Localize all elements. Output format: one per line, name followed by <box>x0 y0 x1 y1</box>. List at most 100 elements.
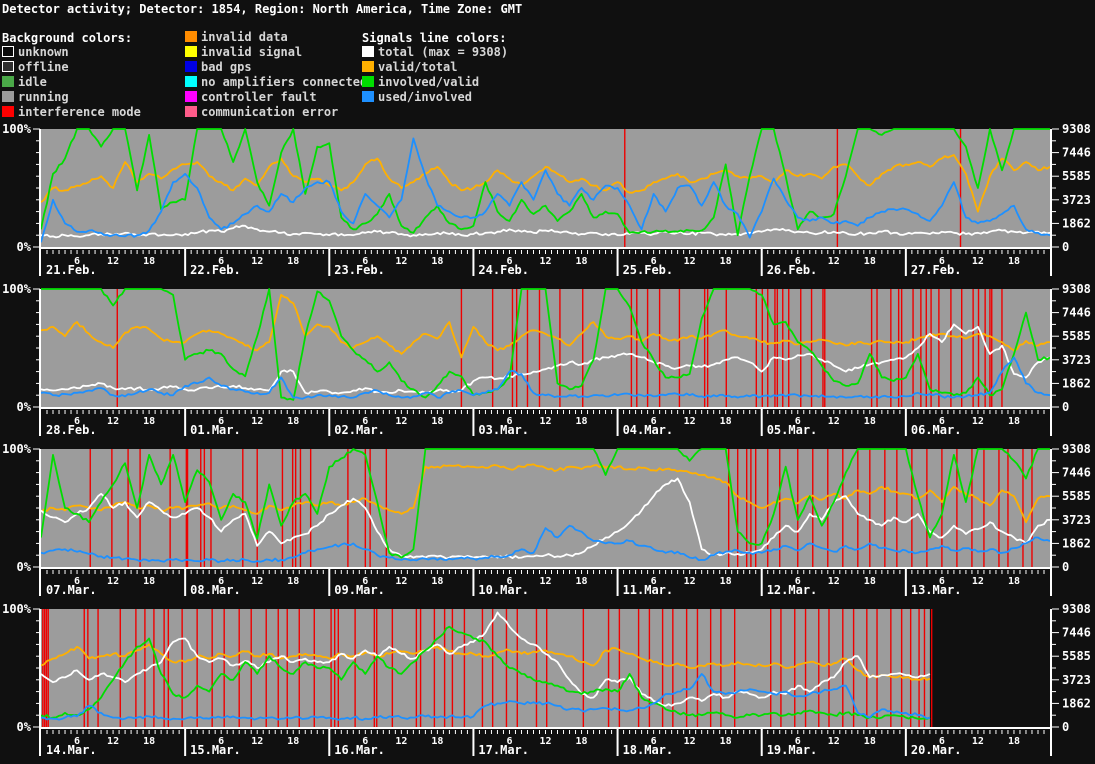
hour-label: 18 <box>864 416 876 427</box>
hour-label: 18 <box>576 576 588 587</box>
hour-label: 18 <box>143 736 155 747</box>
right-axis-label: 9308 <box>1062 122 1091 136</box>
right-axis-label: 9308 <box>1062 282 1091 296</box>
date-label: 16.Mar. <box>334 743 385 757</box>
left-axis-label-0: 0% <box>17 400 32 414</box>
hour-label: 18 <box>576 416 588 427</box>
ticks <box>33 288 1059 414</box>
legend-item-communication-error: communication error <box>185 106 338 120</box>
hour-label: 18 <box>864 256 876 267</box>
series-involved-valid <box>40 128 1050 237</box>
right-axis-label: 7446 <box>1062 146 1091 160</box>
hour-label: 18 <box>576 256 588 267</box>
right-axis-label: 7446 <box>1062 466 1091 480</box>
date-label: 10.Mar. <box>478 583 529 597</box>
series-used-involved <box>40 356 1051 400</box>
date-label: 27.Feb. <box>911 263 962 277</box>
bad-gps-swatch <box>185 61 197 72</box>
series-used-involved <box>40 673 931 721</box>
date-label: 22.Feb. <box>190 263 241 277</box>
offline-swatch <box>2 61 14 72</box>
hour-label: 6 <box>74 256 80 267</box>
right-axis-label: 7446 <box>1062 626 1091 640</box>
left-axis-label-100: 100% <box>2 122 32 136</box>
hour-label: 18 <box>287 576 299 587</box>
hour-label: 12 <box>684 736 696 747</box>
plot-area <box>41 449 1050 567</box>
used-involved-swatch <box>362 91 374 102</box>
hour-label: 18 <box>1008 416 1020 427</box>
hour-label: 12 <box>395 736 407 747</box>
hour-label: 12 <box>828 256 840 267</box>
hour-label: 18 <box>720 736 732 747</box>
date-label: 09.Mar. <box>334 583 385 597</box>
legend-item-no-amplifiers-connected: no amplifiers connected <box>185 76 367 90</box>
right-axis-label: 5585 <box>1062 489 1091 503</box>
controller-fault-swatch <box>185 91 197 102</box>
right-axis-label: 0 <box>1062 400 1069 414</box>
no-amplifiers-connected-swatch <box>185 76 197 87</box>
legend-label: used/involved <box>378 90 472 104</box>
hour-label: 18 <box>864 576 876 587</box>
plot-area <box>41 609 930 727</box>
hour-label: 6 <box>362 256 368 267</box>
legend-item-used-involved: used/involved <box>362 91 472 105</box>
hour-label: 18 <box>720 576 732 587</box>
date-label: 25.Feb. <box>623 263 674 277</box>
hour-label: 18 <box>287 736 299 747</box>
hour-label: 6 <box>939 416 945 427</box>
series-valid-total <box>40 293 1051 359</box>
right-axis-label: 3723 <box>1062 513 1091 527</box>
legend-label: running <box>18 90 69 104</box>
series-total <box>40 224 1051 239</box>
invalid-signal-swatch <box>185 46 197 57</box>
series-used-involved <box>40 524 1051 564</box>
hour-label: 12 <box>107 416 119 427</box>
hour-label: 6 <box>362 736 368 747</box>
hour-label: 18 <box>143 256 155 267</box>
hour-label: 12 <box>107 736 119 747</box>
hour-label: 12 <box>972 416 984 427</box>
hour-label: 6 <box>506 736 512 747</box>
date-label: 26.Feb. <box>767 263 818 277</box>
right-axis-label: 9308 <box>1062 602 1091 616</box>
left-axis-label-0: 0% <box>17 560 32 574</box>
right-axis-label: 1862 <box>1062 696 1091 710</box>
ticks <box>33 448 1059 574</box>
hour-label: 18 <box>431 736 443 747</box>
series-used-involved <box>40 137 1051 243</box>
hour-label: 6 <box>506 576 512 587</box>
hour-label: 6 <box>651 736 657 747</box>
hour-label: 6 <box>218 256 224 267</box>
hour-label: 12 <box>539 416 551 427</box>
hour-label: 12 <box>684 256 696 267</box>
date-label: 21.Feb. <box>46 263 97 277</box>
hour-label: 6 <box>74 736 80 747</box>
hour-label: 6 <box>795 416 801 427</box>
ticks <box>33 128 1059 254</box>
legend-label: interference mode <box>18 105 141 119</box>
hour-label: 18 <box>431 256 443 267</box>
hour-label: 18 <box>287 256 299 267</box>
right-axis-label: 3723 <box>1062 673 1091 687</box>
legend-label: bad gps <box>201 60 252 74</box>
hour-label: 6 <box>362 576 368 587</box>
right-axis-label: 3723 <box>1062 193 1091 207</box>
valid-total-swatch <box>362 61 374 72</box>
legend-label: valid/total <box>378 60 458 74</box>
hour-label: 12 <box>539 576 551 587</box>
legend-label: involved/valid <box>378 75 480 89</box>
series-total <box>40 323 1051 395</box>
hour-label: 18 <box>1008 576 1020 587</box>
invalid-data-swatch <box>185 31 197 42</box>
legend-item-controller-fault: controller fault <box>185 91 317 105</box>
hour-label: 12 <box>251 736 263 747</box>
hour-label: 6 <box>218 416 224 427</box>
date-label: 23.Feb. <box>334 263 385 277</box>
hour-label: 12 <box>828 416 840 427</box>
date-label: 24.Feb. <box>478 263 529 277</box>
